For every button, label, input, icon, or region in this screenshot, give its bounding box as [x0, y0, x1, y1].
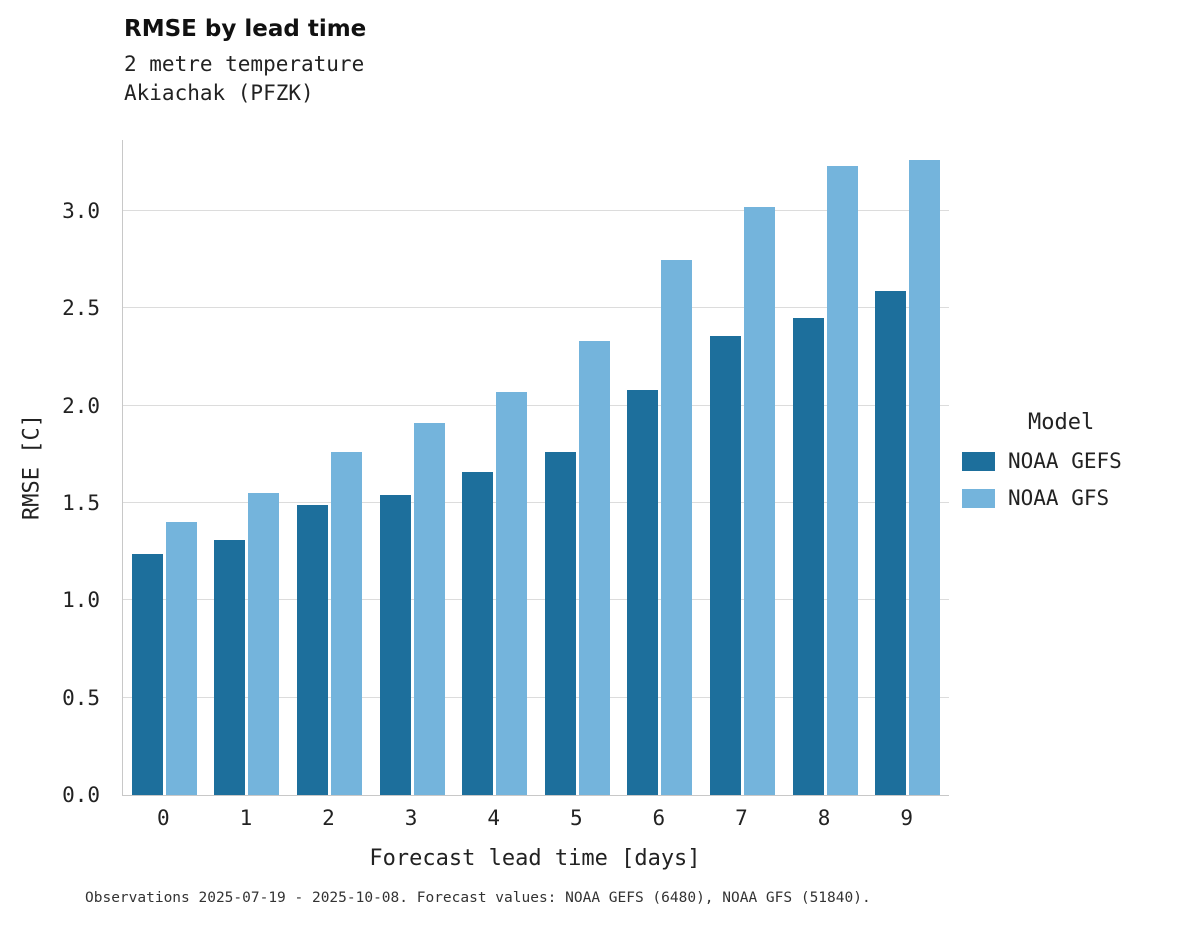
bar-noaa-gefs: [214, 540, 246, 795]
bar-noaa-gfs: [413, 423, 445, 795]
x-tick-label: 6: [652, 806, 666, 830]
bar-noaa-gfs: [496, 392, 528, 795]
gridline: [123, 404, 949, 406]
legend-label: NOAA GEFS: [1008, 449, 1122, 473]
plot-area: [122, 140, 949, 796]
bar-group: [123, 140, 206, 795]
legend-title: Model: [1028, 410, 1095, 435]
caption: Observations 2025-07-19 - 2025-10-08. Fo…: [85, 890, 871, 906]
bar-noaa-gefs: [544, 452, 576, 795]
y-tick-label: 2.5: [62, 296, 100, 321]
bar-noaa-gfs: [330, 452, 362, 795]
bar-noaa-gfs: [578, 341, 610, 795]
y-tick-label: 0.0: [62, 783, 100, 807]
bar-noaa-gefs: [131, 554, 163, 795]
bar-group: [619, 140, 702, 795]
y-tick-label: 2.0: [62, 393, 100, 418]
x-tick-label: 5: [569, 806, 583, 830]
bar-noaa-gefs: [379, 495, 411, 795]
y-tick-label: 3.0: [62, 199, 100, 224]
bar-group: [206, 140, 289, 795]
bar-group: [288, 140, 371, 795]
legend-swatch: [962, 451, 995, 471]
bar-group: [536, 140, 619, 795]
x-axis-ticks: 0 1 2 3 4 5 6 7 8 9: [122, 806, 948, 830]
x-tick-label: 3: [404, 806, 418, 830]
legend-label: NOAA GFS: [1008, 486, 1110, 510]
legend-entries: NOAA GEFS NOAA GFS: [962, 449, 1188, 510]
legend: Model NOAA GEFS NOAA GFS: [962, 410, 1188, 523]
chart-subtitle-station: Akiachak (PFZK): [124, 81, 314, 105]
bar-noaa-gfs: [909, 160, 941, 795]
bar-noaa-gfs: [743, 207, 775, 795]
bar-noaa-gfs: [248, 493, 280, 795]
bar-group: [784, 140, 867, 795]
bar-groups: [123, 140, 949, 795]
y-axis-ticks: 0.0 0.5 1.0 1.5 2.0 2.5 3.0: [0, 140, 122, 807]
gridline: [123, 599, 949, 601]
y-tick-label: 1.0: [62, 588, 100, 613]
chart-subtitle-variable: 2 metre temperature: [124, 52, 365, 76]
legend-entry: NOAA GEFS: [962, 449, 1188, 473]
bar-noaa-gefs: [875, 291, 907, 795]
gridline: [123, 502, 949, 504]
bar-noaa-gfs: [661, 260, 693, 795]
bar-group: [453, 140, 536, 795]
x-tick-label: 7: [735, 806, 748, 830]
legend-swatch: [962, 488, 995, 508]
y-tick-label: 1.5: [62, 491, 100, 516]
bar-noaa-gefs: [709, 336, 741, 795]
x-tick-label: 2: [322, 806, 335, 830]
y-tick-label: 0.5: [62, 685, 100, 710]
bar-noaa-gfs: [826, 166, 858, 795]
bar-group: [371, 140, 454, 795]
x-axis-label: Forecast lead time [days]: [369, 846, 701, 871]
gridline: [123, 696, 949, 698]
x-tick-label: 1: [239, 806, 253, 830]
bar-noaa-gefs: [462, 472, 494, 795]
bar-noaa-gefs: [792, 318, 824, 795]
bar-noaa-gefs: [296, 505, 328, 795]
bar-noaa-gefs: [627, 390, 659, 795]
bar-group: [701, 140, 784, 795]
legend-entry: NOAA GFS: [962, 486, 1188, 510]
gridline: [123, 210, 949, 212]
chart-title: RMSE by lead time: [124, 16, 367, 42]
x-tick-label: 0: [156, 806, 170, 830]
bar-noaa-gfs: [165, 522, 197, 795]
x-tick-label: 8: [817, 806, 831, 830]
x-tick-label: 4: [487, 806, 500, 830]
gridline: [123, 307, 949, 309]
bar-group: [866, 140, 949, 795]
x-tick-label: 9: [900, 806, 913, 830]
